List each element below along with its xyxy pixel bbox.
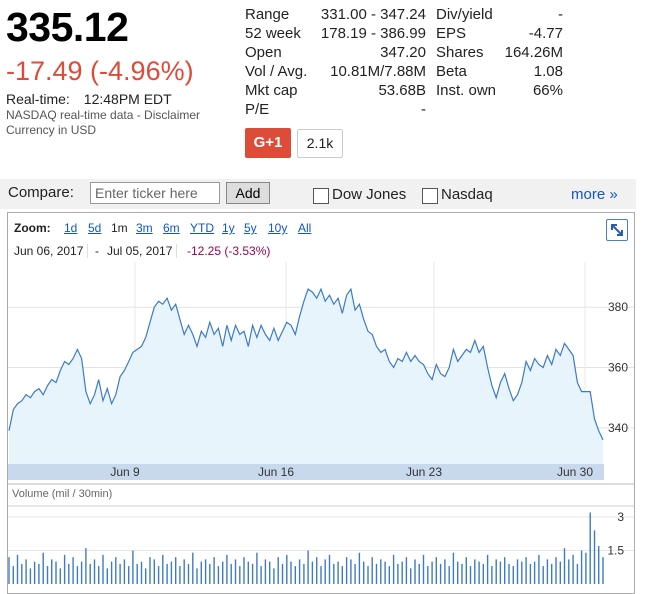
dow-jones-checkbox[interactable] [313,188,329,204]
stat-volume-value: 10.81M/7.88M [330,63,426,80]
price-y-tick: 380 [608,300,628,314]
stat-range-label: Range [245,6,290,23]
price-x-ticks: Jun 9 Jun 16 Jun 23 Jun 30 [110,465,593,479]
price-y-ticks: 380 360 340 [608,300,628,435]
more-compare-link[interactable]: more » [571,186,618,203]
zoom-all[interactable]: All [298,221,312,235]
stat-divyield-value: - [558,6,563,23]
price-line [8,287,604,441]
ticker-input[interactable] [90,182,220,204]
volume-y-ticks: 31.5 [607,510,624,558]
stat-eps-value: -4.77 [528,25,563,42]
volume-grid [8,516,634,551]
price-change: -17.49 (-4.96%) [6,56,194,86]
zoom-ytd[interactable]: YTD [190,221,214,235]
currency-note: Currency in USD [6,123,97,137]
stat-52week-label: 52 week [245,25,301,42]
compare-label: Compare: [8,184,74,201]
volume-y-tick: 3 [617,510,624,524]
price-y-tick: 360 [608,361,628,375]
stat-52week-value: 178.19 - 386.99 [320,25,426,42]
volume-bars [8,512,604,584]
stat-pe-label: P/E [245,101,270,118]
realtime-label: Real-time: [6,91,70,107]
add-ticker-button[interactable]: Add [226,182,270,204]
stat-volume-label: Vol / Avg. [245,63,308,80]
nasdaq-checkbox[interactable] [422,188,438,204]
zoom-10y[interactable]: 10y [268,221,288,235]
zoom-5d[interactable]: 5d [88,221,102,235]
stat-shares-value: 164.26M [504,44,563,61]
stat-beta-value: 1.08 [533,63,563,80]
range-separator: - [95,244,99,258]
dow-jones-label[interactable]: Dow Jones [332,186,407,203]
price-x-tick: Jun 16 [258,465,294,479]
price-y-tick: 340 [608,421,628,435]
gplus-button[interactable]: G+1 [245,128,291,158]
zoom-1d[interactable]: 1d [64,221,78,235]
range-start-date[interactable]: Jun 06, 2017 [14,244,89,258]
stat-pe-value: - [421,101,426,118]
realtime-time: 12:48PM EDT [83,91,172,107]
price-x-tick: Jun 30 [557,465,593,479]
price-x-tick: Jun 23 [406,465,442,479]
stat-shares-label: Shares [436,44,484,61]
zoom-1m[interactable]: 1m [111,221,128,235]
stat-instown-label: Inst. own [436,82,497,99]
data-source-disclaimer[interactable]: NASDAQ real-time data - Disclaimer [6,108,201,122]
expand-chart-button[interactable] [606,219,628,241]
stat-range-value: 331.00 - 347.24 [320,6,426,23]
stat-beta-label: Beta [436,63,467,80]
zoom-label: Zoom: [14,221,51,235]
stat-eps-label: EPS [436,25,467,42]
stat-mktcap-value: 53.68B [378,82,426,99]
zoom-5y[interactable]: 5y [244,221,257,235]
expand-icon [611,224,623,236]
gplus-count: 2.1k [297,129,343,158]
stat-open-value: 347.20 [380,44,426,61]
stat-mktcap-label: Mkt cap [245,82,298,99]
current-price: 335.12 [6,4,129,50]
zoom-1y[interactable]: 1y [222,221,235,235]
volume-label: Volume (mil / 30min) [12,488,113,500]
nasdaq-label[interactable]: Nasdaq [441,186,493,203]
range-end-date[interactable]: Jul 05, 2017 [107,244,178,258]
stat-open-label: Open [245,44,282,61]
x-axis-band [8,464,604,480]
stat-instown-value: 66% [532,82,563,99]
volume-y-tick: 1.5 [607,543,624,557]
stat-divyield-label: Div/yield [436,6,493,23]
zoom-6m[interactable]: 6m [163,221,180,235]
zoom-3m[interactable]: 3m [136,221,153,235]
realtime-line: Real-time: 12:48PM EDT [6,91,172,107]
range-change: -12.25 (-3.53%) [187,244,271,258]
price-x-tick: Jun 9 [110,465,140,479]
price-area [9,289,603,464]
